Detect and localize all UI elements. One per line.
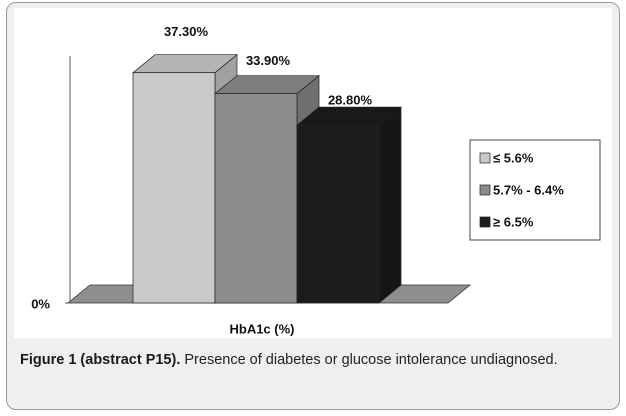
caption-text: Presence of diabetes or glucose intolera…	[184, 352, 558, 368]
chart: 0% HbA1c (%) 37.30% 33.90% 28.80% ≤ 5.6% 5.7% …	[14, 8, 612, 338]
data-label: 33.90%	[246, 53, 291, 68]
legend-label: ≥ 6.5%	[493, 214, 534, 229]
legend-swatch	[479, 152, 491, 164]
bar	[214, 93, 298, 304]
legend-label: 5.7% - 6.4%	[493, 182, 564, 197]
bar	[132, 72, 216, 304]
data-label: 28.80%	[328, 93, 373, 108]
legend-swatch	[479, 216, 491, 228]
legend-box	[469, 139, 601, 241]
caption: Figure 1 (abstract P15). Presence of dia…	[20, 350, 610, 370]
y-tick-label: 0%	[31, 296, 50, 311]
bar-side	[378, 106, 402, 304]
x-axis-label: HbA1c (%)	[229, 321, 294, 336]
legend-swatch	[479, 184, 491, 196]
caption-label: Figure 1 (abstract P15).	[20, 352, 181, 368]
bar	[296, 124, 380, 304]
data-label: 37.30%	[164, 24, 209, 39]
legend-label: ≤ 5.6%	[493, 150, 534, 165]
